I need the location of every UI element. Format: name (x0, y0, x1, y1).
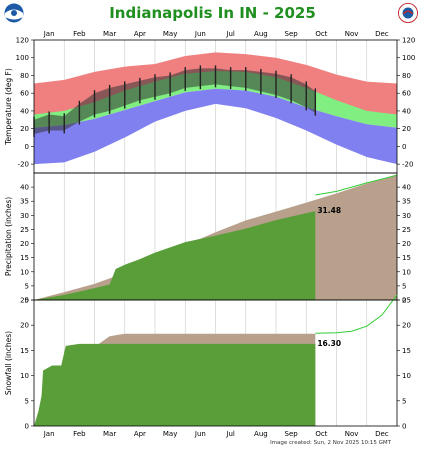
y-tick-label: 40 (20, 184, 29, 192)
month-label-bottom: Feb (73, 430, 86, 438)
y-tick-label: 20 (20, 125, 29, 133)
month-label-top: Nov (345, 30, 359, 38)
image-created-note: Image created: Sun, 2 Nov 2025 10:15 GMT (270, 440, 391, 446)
y-tick-label: 15 (20, 347, 29, 355)
y-tick-label: 25 (20, 297, 29, 305)
end-value-label: 31.48 (317, 206, 341, 215)
y-tick-label: 30 (402, 212, 411, 220)
y-tick-label: 40 (402, 184, 411, 192)
panel-frame (33, 299, 398, 427)
y-axis-label: Precipitation (inches) (4, 197, 13, 276)
y-tick-label: 10 (402, 268, 411, 276)
y-tick-label: 20 (402, 240, 411, 248)
month-label-top: Sep (285, 30, 299, 38)
y-axis-label: Temperature (deg F) (4, 68, 13, 146)
y-tick-label: 20 (402, 125, 411, 133)
y-tick-label: 25 (20, 226, 29, 234)
y-tick-label: 30 (20, 212, 29, 220)
y-tick-label: 40 (402, 107, 411, 115)
series-record-high (34, 52, 397, 120)
month-label-top: Feb (73, 30, 86, 38)
y-tick-label: -20 (18, 161, 29, 169)
month-label-bottom: Oct (315, 430, 327, 438)
end-value-label: 16.30 (317, 339, 341, 348)
month-label-top: Jan (43, 30, 55, 38)
panel-2: 31.48 0 0 5 5 10 10 15 15 20 20 25 25 30 30 35 35 40 40 Pre… (4, 172, 411, 305)
series-observed-cumulative (34, 343, 316, 426)
y-tick-label: 120 (16, 37, 29, 45)
y-tick-label: 0 (25, 297, 29, 305)
month-label-bottom: Jun (194, 430, 206, 438)
month-label-top: Oct (315, 30, 327, 38)
y-tick-label: 35 (20, 198, 29, 206)
y-tick-label: 15 (20, 254, 29, 262)
month-label-bottom: Dec (375, 430, 389, 438)
series-observed-cumulative (34, 211, 316, 300)
series-year-2024-line (315, 174, 398, 196)
y-tick-label: 0 (402, 297, 406, 305)
y-tick-label: 20 (20, 322, 29, 330)
y-tick-label: 100 (16, 54, 29, 62)
y-tick-label: 10 (20, 268, 29, 276)
y-tick-label: 35 (402, 198, 411, 206)
noaa-logo (4, 3, 24, 23)
month-label-bottom: Jan (43, 430, 55, 438)
chart-title: Indianapolis In IN - 2025 (109, 4, 316, 22)
series-year-2024-line (315, 294, 398, 334)
y-tick-label: 0 (402, 423, 406, 431)
y-tick-label: 80 (402, 72, 411, 80)
month-label-top: Mar (103, 30, 116, 38)
y-tick-label: 15 (402, 347, 411, 355)
month-label-top: Dec (375, 30, 389, 38)
y-tick-label: 25 (402, 226, 411, 234)
month-label-bottom: May (163, 430, 177, 438)
y-tick-label: -20 (402, 161, 413, 169)
y-tick-label: 60 (20, 90, 29, 98)
y-tick-label: 5 (25, 397, 29, 405)
y-tick-label: 120 (402, 37, 415, 45)
month-label-top: Apr (134, 30, 146, 38)
y-axis-label: Snowfall (inches) (4, 331, 13, 395)
y-tick-label: 10 (20, 372, 29, 380)
y-tick-label: 0 (25, 423, 29, 431)
month-label-top: Jul (225, 30, 235, 38)
y-tick-label: 80 (20, 72, 29, 80)
panel-3: 16.30 0 0 5 5 10 10 15 15 20 20 25 25 Snowfall (inche… (4, 294, 411, 431)
series-observed-2025 (34, 68, 316, 134)
y-tick-label: 40 (20, 107, 29, 115)
month-label-bottom: Mar (103, 430, 116, 438)
nws-logo (398, 3, 418, 23)
y-tick-label: 20 (20, 240, 29, 248)
y-tick-label: 15 (402, 254, 411, 262)
month-label-top: Aug (254, 30, 268, 38)
month-label-bottom: Apr (134, 430, 146, 438)
month-label-bottom: Sep (285, 430, 299, 438)
y-tick-label: 10 (402, 372, 411, 380)
month-label-bottom: Aug (254, 430, 268, 438)
y-tick-label: 5 (402, 397, 406, 405)
month-label-bottom: Nov (345, 430, 359, 438)
month-label-bottom: Jul (225, 430, 235, 438)
panel-1: -20 -20 0 0 20 20 40 40 60 60 80 80 100 100 120 120 Temp… (4, 37, 415, 174)
month-label-top: Jun (194, 30, 206, 38)
y-tick-label: 60 (402, 90, 411, 98)
y-tick-label: 100 (402, 54, 415, 62)
y-tick-label: 5 (25, 282, 29, 290)
y-tick-label: 25 (402, 297, 411, 305)
y-tick-label: 0 (402, 143, 406, 151)
y-tick-label: 20 (402, 322, 411, 330)
month-label-top: May (163, 30, 177, 38)
y-tick-label: 0 (25, 143, 29, 151)
y-tick-label: 5 (402, 282, 406, 290)
